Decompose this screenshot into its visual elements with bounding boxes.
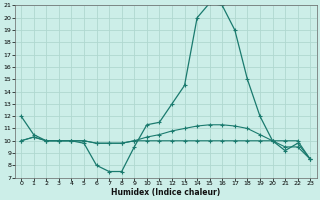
X-axis label: Humidex (Indice chaleur): Humidex (Indice chaleur) (111, 188, 220, 197)
